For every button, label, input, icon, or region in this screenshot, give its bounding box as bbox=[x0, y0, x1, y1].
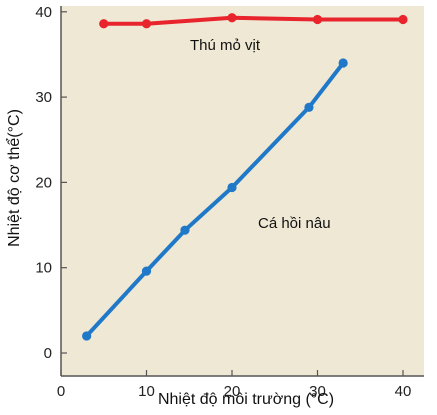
data-point bbox=[82, 331, 92, 341]
series-line-1 bbox=[84, 61, 346, 338]
data-point bbox=[338, 58, 348, 68]
x-axis-title: Nhiệt độ môi trường (°C) bbox=[158, 391, 334, 408]
y-tick-label: 30 bbox=[35, 89, 52, 106]
plot-area bbox=[61, 6, 424, 376]
x-tick-label: 20 bbox=[224, 383, 241, 400]
y-axis-title: Nhiệt độ cơ thể(°C) bbox=[5, 109, 23, 247]
data-point bbox=[180, 225, 190, 235]
data-point bbox=[141, 266, 152, 276]
series-label-thu-mo-vit: Thú mỏ vịt bbox=[190, 37, 261, 54]
x-tick-label: 40 bbox=[395, 383, 412, 400]
x-tick-label: 30 bbox=[309, 383, 326, 400]
data-point bbox=[304, 102, 314, 112]
x-tick-label: 0 bbox=[57, 383, 65, 400]
data-point bbox=[312, 14, 323, 25]
data-point bbox=[141, 19, 152, 29]
y-tick-label: 20 bbox=[35, 174, 52, 191]
y-tick-label: 0 bbox=[44, 345, 52, 362]
data-point bbox=[99, 19, 109, 29]
y-tick-label: 40 bbox=[35, 4, 52, 21]
data-point bbox=[398, 14, 408, 25]
data-point bbox=[227, 182, 237, 193]
x-tick-label: 10 bbox=[138, 383, 155, 400]
axes: 0 10 20 30 40 0 10 20 30 40 bbox=[35, 4, 424, 400]
data-point bbox=[227, 13, 237, 23]
series-layer bbox=[82, 13, 408, 341]
series-label-ca-hoi-nau: Cá hồi nâu bbox=[258, 215, 331, 232]
y-tick-label: 10 bbox=[35, 260, 52, 277]
